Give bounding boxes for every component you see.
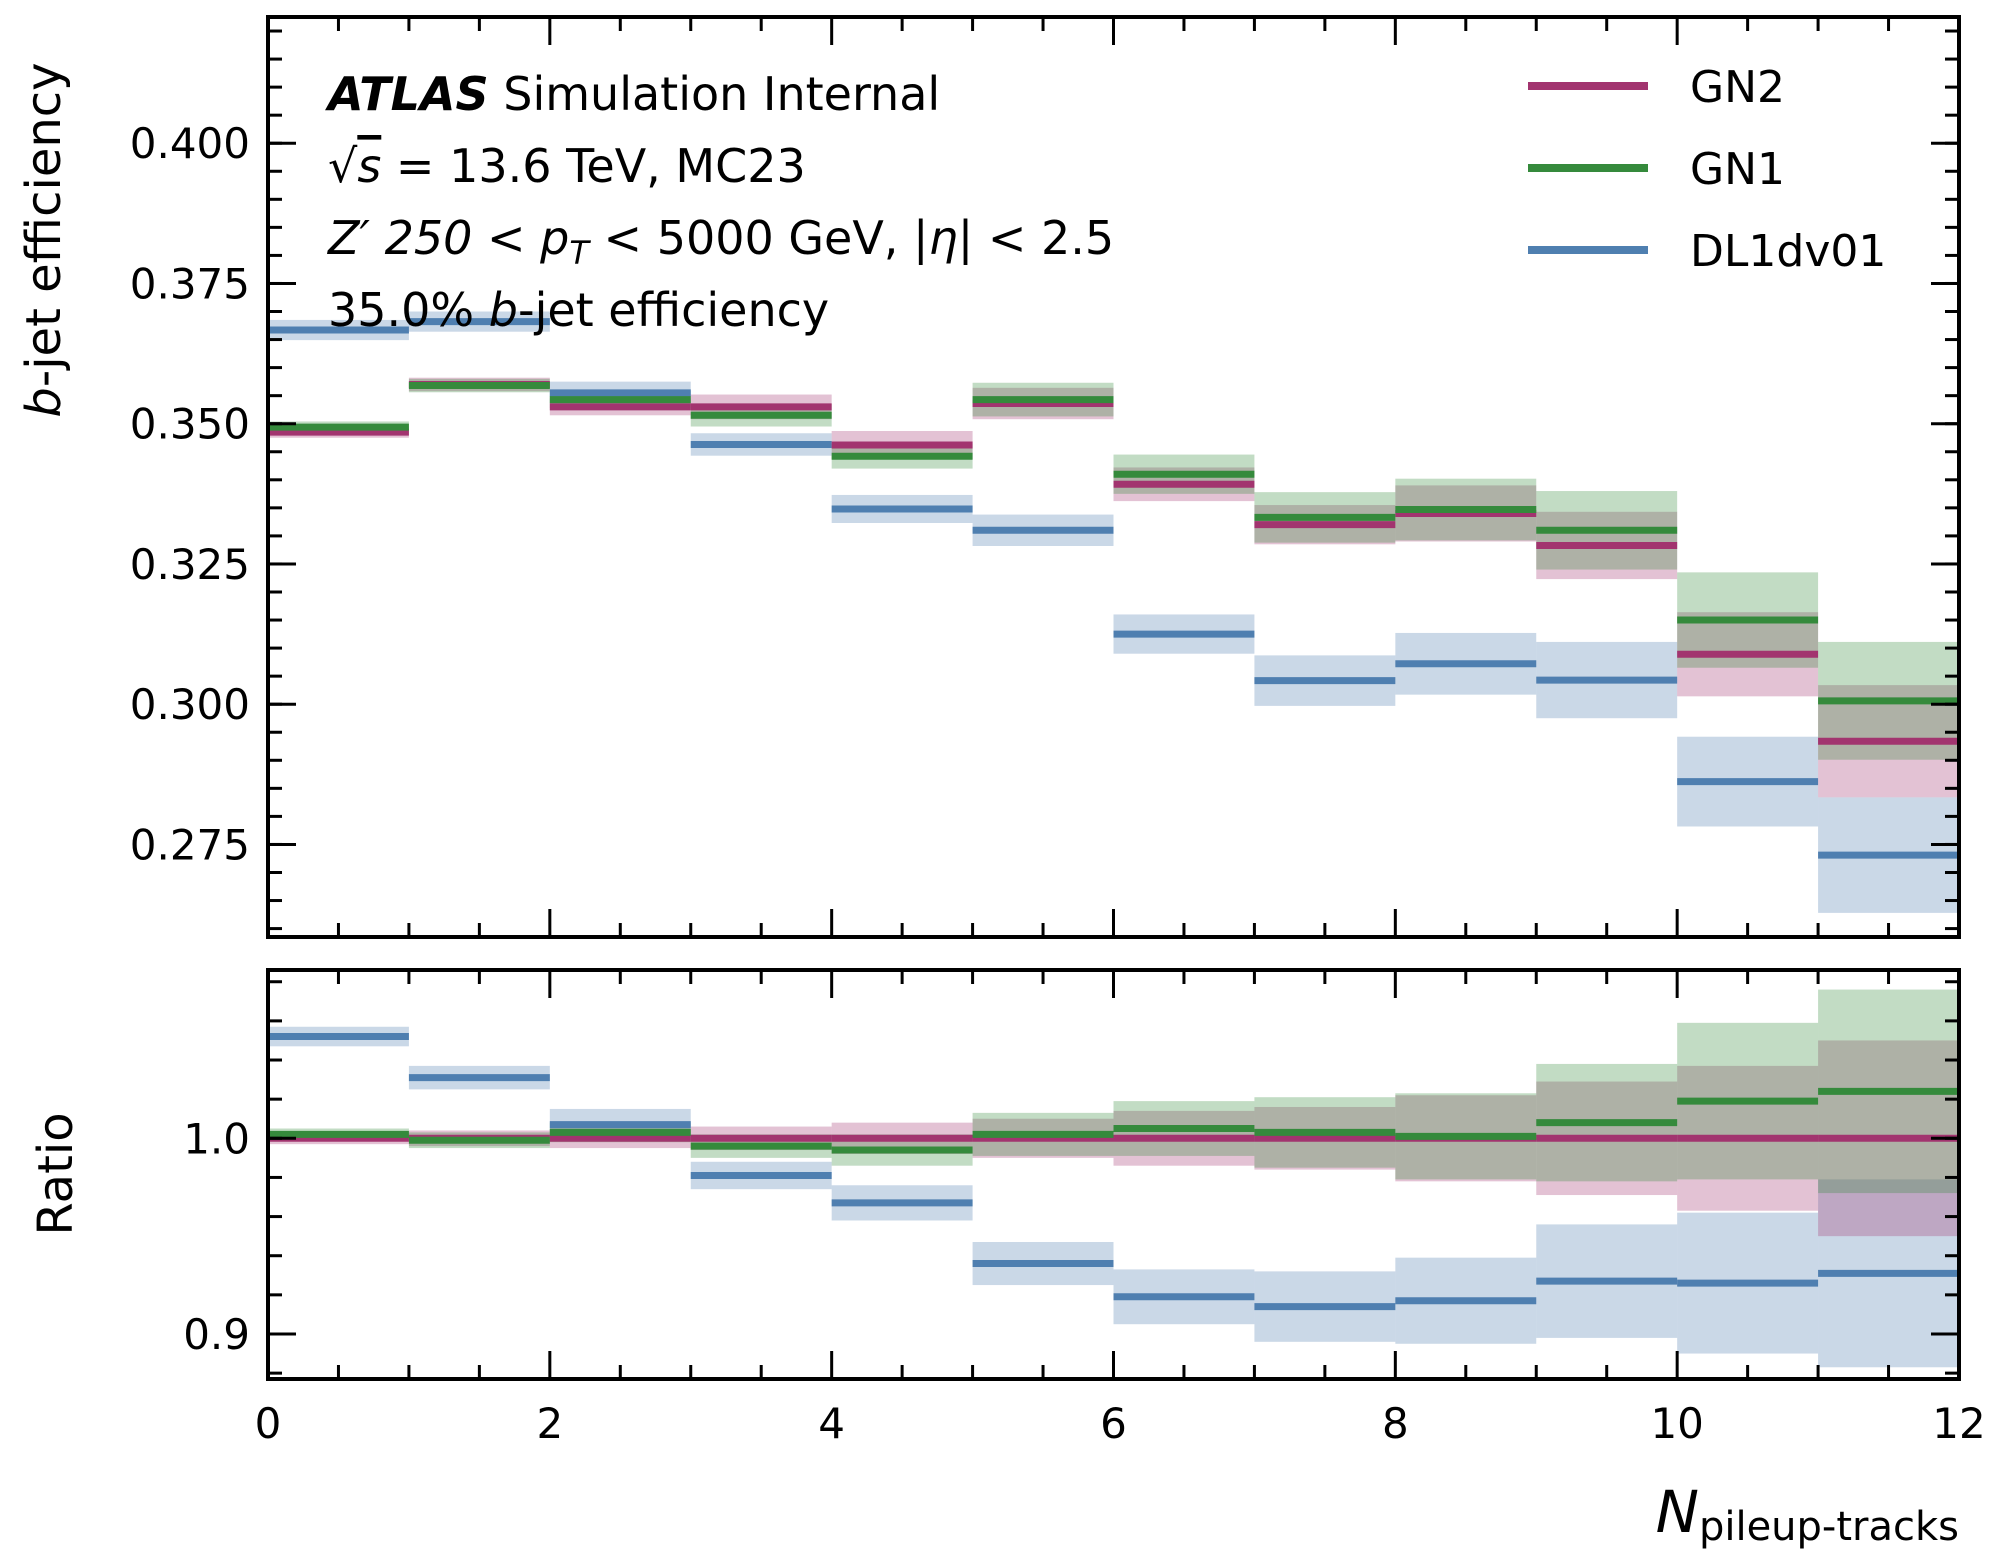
top-ytick-label: 0.375 — [130, 259, 250, 308]
x-tick-label: 12 — [1932, 1399, 1985, 1448]
x-tick-label: 6 — [1100, 1399, 1127, 1448]
selection-label: Z′ 250 < pT < 5000 GeV, |η| < 2.5 — [326, 211, 1114, 272]
top-ytick-label: 0.325 — [130, 540, 250, 589]
top-y-axis-title: b-jet efficiency — [16, 62, 72, 417]
bottom-ytick-label: 1.0 — [183, 1114, 250, 1163]
top-ytick-label: 0.400 — [130, 119, 250, 168]
top-panel: 0.275 0.300 0.325 0.350 0.375 0.400 b-jet eff… — [16, 15, 1961, 939]
x-tick-label: 8 — [1382, 1399, 1409, 1448]
energy-label: √s = 13.6 TeV, MC23 — [328, 139, 806, 193]
top-ytick-label: 0.300 — [130, 680, 250, 729]
x-tick-label: 2 — [536, 1399, 563, 1448]
bottom-ytick-label: 0.9 — [183, 1310, 250, 1359]
top-ytick-label: 0.275 — [130, 820, 250, 869]
ratio-panel: 0.9 1.0 Ratio — [28, 968, 1961, 1381]
x-tick-label: 4 — [818, 1399, 845, 1448]
legend-label-dl1dv01: DL1dv01 — [1690, 226, 1886, 277]
ratio-y-axis-title: Ratio — [28, 1112, 84, 1235]
top-ytick-label: 0.350 — [130, 400, 250, 449]
x-axis-title: Npileup-tracks — [1656, 1478, 1959, 1550]
legend-label-gn1: GN1 — [1690, 144, 1785, 195]
x-tick-label: 0 — [255, 1399, 282, 1448]
x-tick-label: 10 — [1650, 1399, 1703, 1448]
legend: GN2 GN1 DL1dv01 — [1528, 62, 1886, 277]
legend-label-gn2: GN2 — [1690, 62, 1785, 113]
atlas-label: ATLAS Simulation Internal — [325, 67, 940, 121]
working-point-label: 35.0% b-jet efficiency — [328, 283, 829, 337]
